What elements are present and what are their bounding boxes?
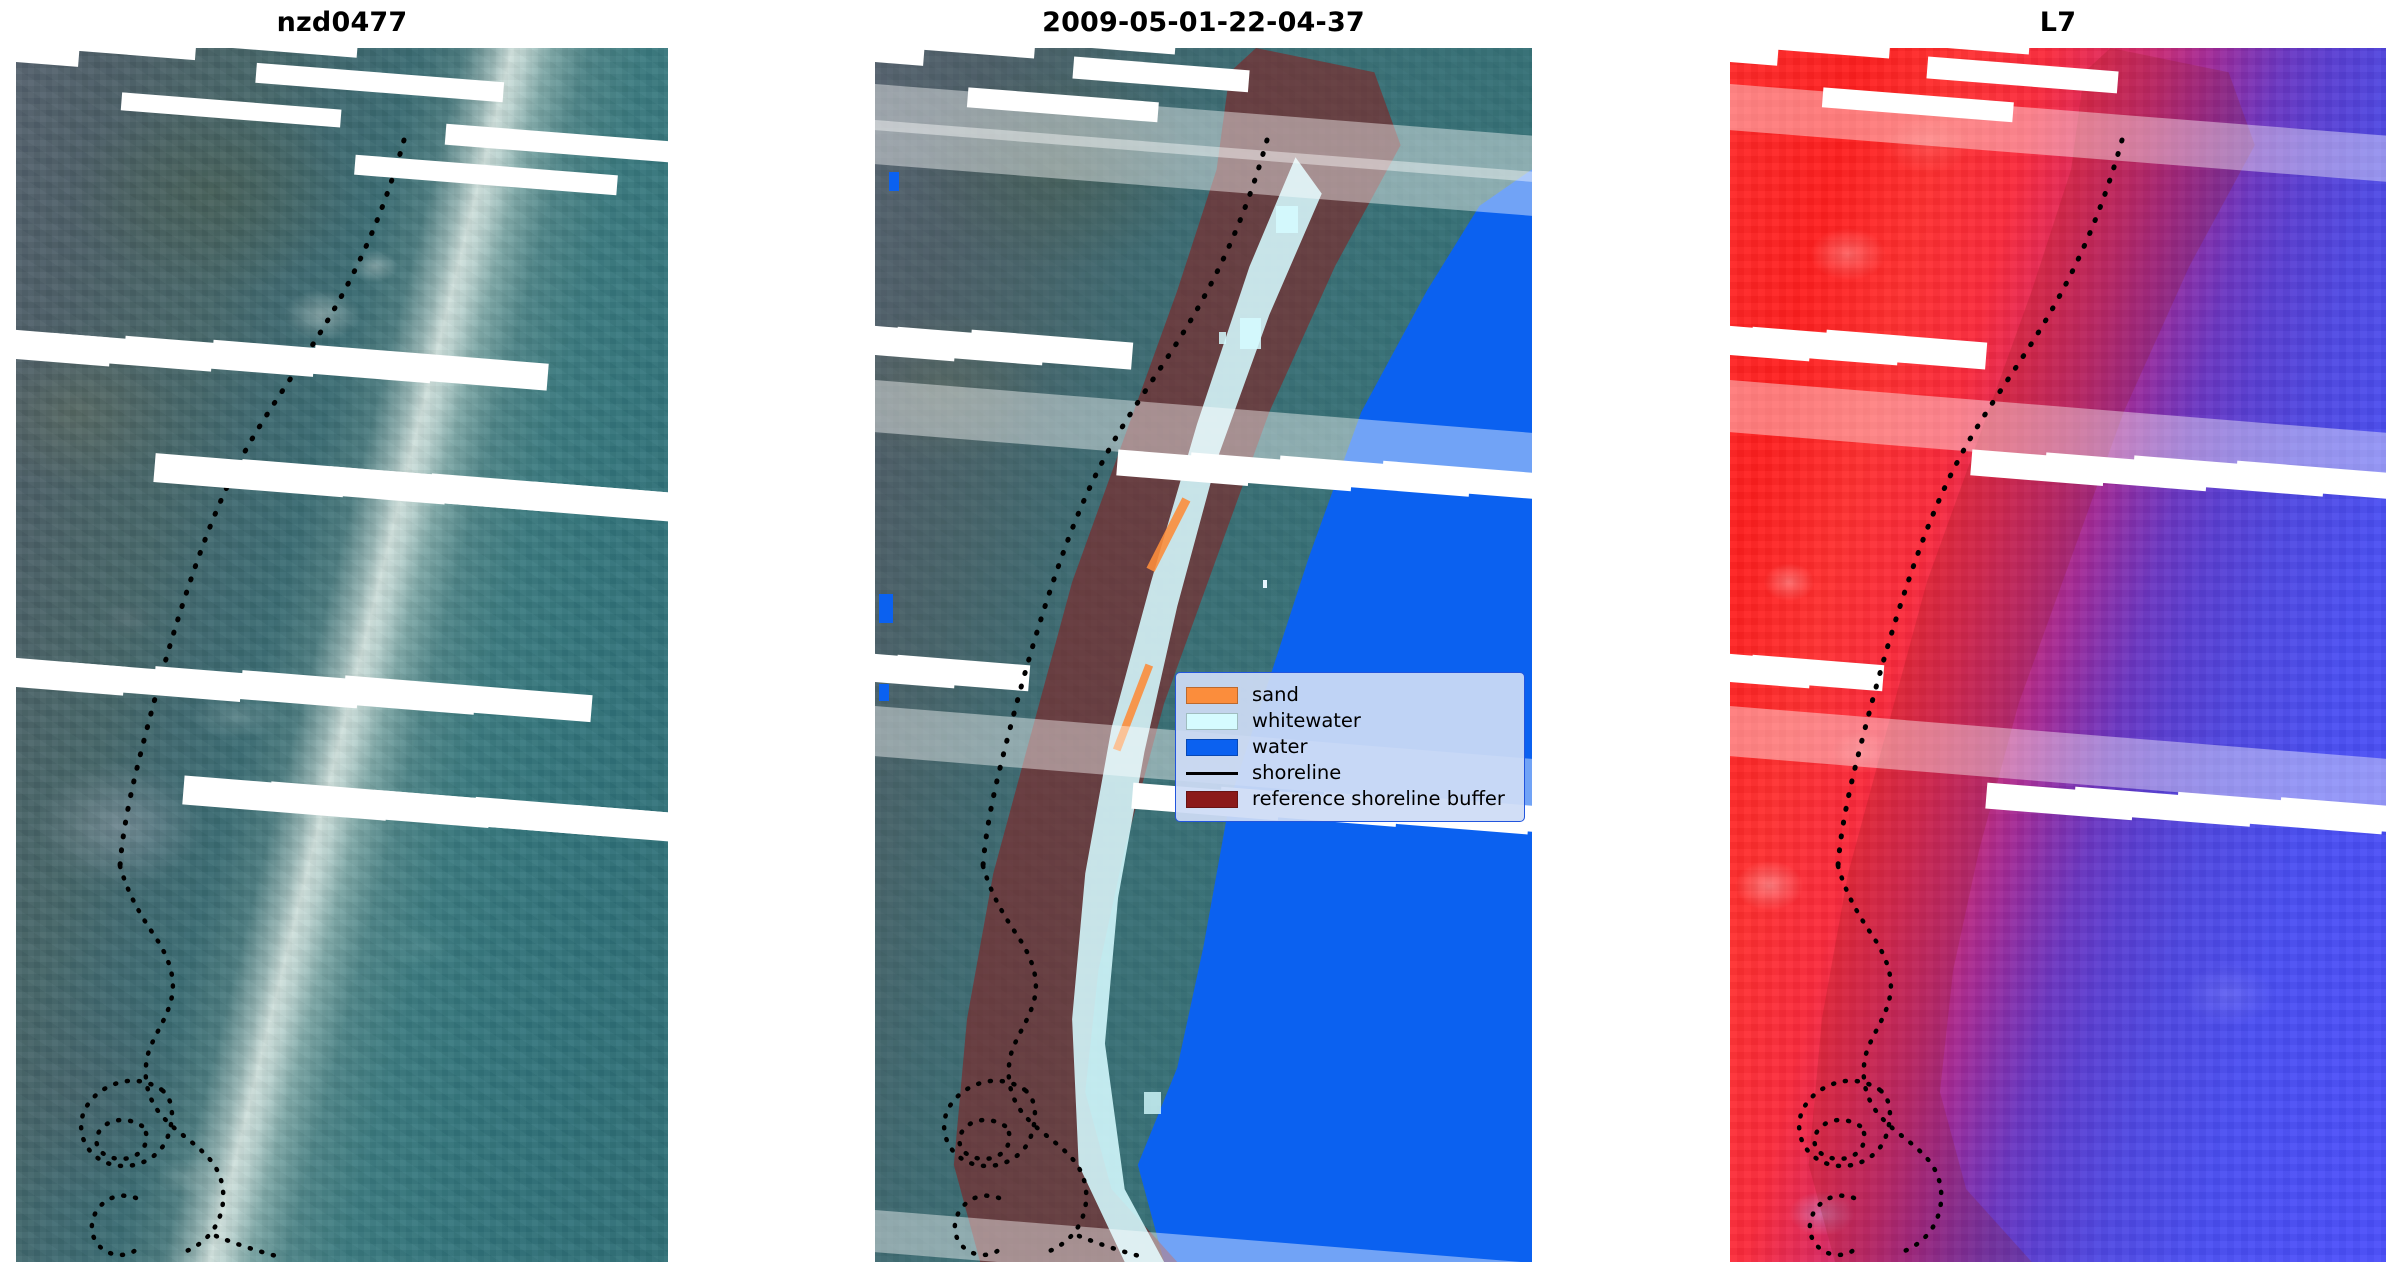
class-whitewater-patch-d [1144, 1092, 1162, 1114]
shoreline-path-island-inner [94, 1117, 149, 1162]
shoreline-path-outflow [1076, 1233, 1150, 1261]
rgb-texture-blotches [16, 48, 668, 1262]
class-water-patch-left-c [878, 684, 890, 702]
panel-index[interactable] [1730, 48, 2386, 1262]
legend-swatch-sand [1186, 686, 1238, 704]
rgb-pixel-noise [16, 48, 668, 1262]
shoreline-path-spit [1807, 1193, 1861, 1258]
shoreline-path-main [117, 137, 407, 869]
shoreline-path-island-outer [78, 1078, 175, 1169]
legend-item-water[interactable]: water [1186, 734, 1512, 760]
shoreline-path-spit [952, 1193, 1006, 1258]
legend-box[interactable]: sand whitewater water shoreline referenc… [1175, 672, 1525, 822]
class-water-patch-left-a [889, 171, 899, 192]
index-shoreline-overlay [1796, 137, 2125, 1258]
legend-label-shoreline: shoreline [1252, 761, 1342, 785]
legend-swatch-whitewater [1186, 712, 1238, 730]
shoreline-path-spit [89, 1193, 143, 1258]
panel-title-classified: 2009-05-01-22-04-37 [1042, 7, 1365, 38]
rgb-image [16, 48, 668, 1262]
shoreline-path-lower [1835, 863, 1944, 1255]
legend-item-sand[interactable]: sand [1186, 682, 1512, 708]
class-whitewater-patch-a [1275, 205, 1299, 233]
panel-classified[interactable]: sand whitewater water shoreline referenc… [875, 48, 1532, 1262]
classified-shoreline-overlay [941, 137, 1270, 1261]
class-whitewater-patch-b [1239, 317, 1261, 350]
class-water-patch-right-dot [1262, 579, 1268, 589]
panel-title-rgb: nzd0477 [276, 7, 408, 38]
class-water-patch-left-b [878, 594, 894, 624]
shoreline-path-island-inner [1812, 1117, 1867, 1162]
shoreline-path-outflow [213, 1233, 287, 1261]
panel-rgb[interactable] [16, 48, 668, 1262]
classified-image: sand whitewater water shoreline referenc… [875, 48, 1532, 1262]
shoreline-path-island-inner [957, 1117, 1012, 1162]
shoreline-path-lower [980, 863, 1089, 1255]
legend-label-reference-shoreline-buffer: reference shoreline buffer [1252, 787, 1505, 811]
class-whitewater-patch-c [1219, 332, 1226, 345]
legend-swatch-water [1186, 738, 1238, 756]
index-image [1730, 48, 2386, 1262]
legend-swatch-shoreline [1186, 772, 1238, 775]
rgb-shoreline-overlay [78, 137, 407, 1261]
legend-swatch-reference-shoreline-buffer [1186, 790, 1238, 808]
shoreline-path-main [1835, 137, 2125, 869]
legend-item-reference-shoreline-buffer[interactable]: reference shoreline buffer [1186, 786, 1512, 812]
shoreline-path-lower [117, 863, 226, 1255]
rgb-base-layer [16, 48, 668, 1262]
legend-item-shoreline[interactable]: shoreline [1186, 760, 1512, 786]
shoreline-path-island-outer [1796, 1078, 1893, 1169]
legend-label-water: water [1252, 735, 1308, 759]
shoreline-path-island-outer [941, 1078, 1038, 1169]
legend-item-whitewater[interactable]: whitewater [1186, 708, 1512, 734]
panel-title-index: L7 [2039, 7, 2077, 38]
legend-label-sand: sand [1252, 683, 1299, 707]
legend-label-whitewater: whitewater [1252, 709, 1361, 733]
